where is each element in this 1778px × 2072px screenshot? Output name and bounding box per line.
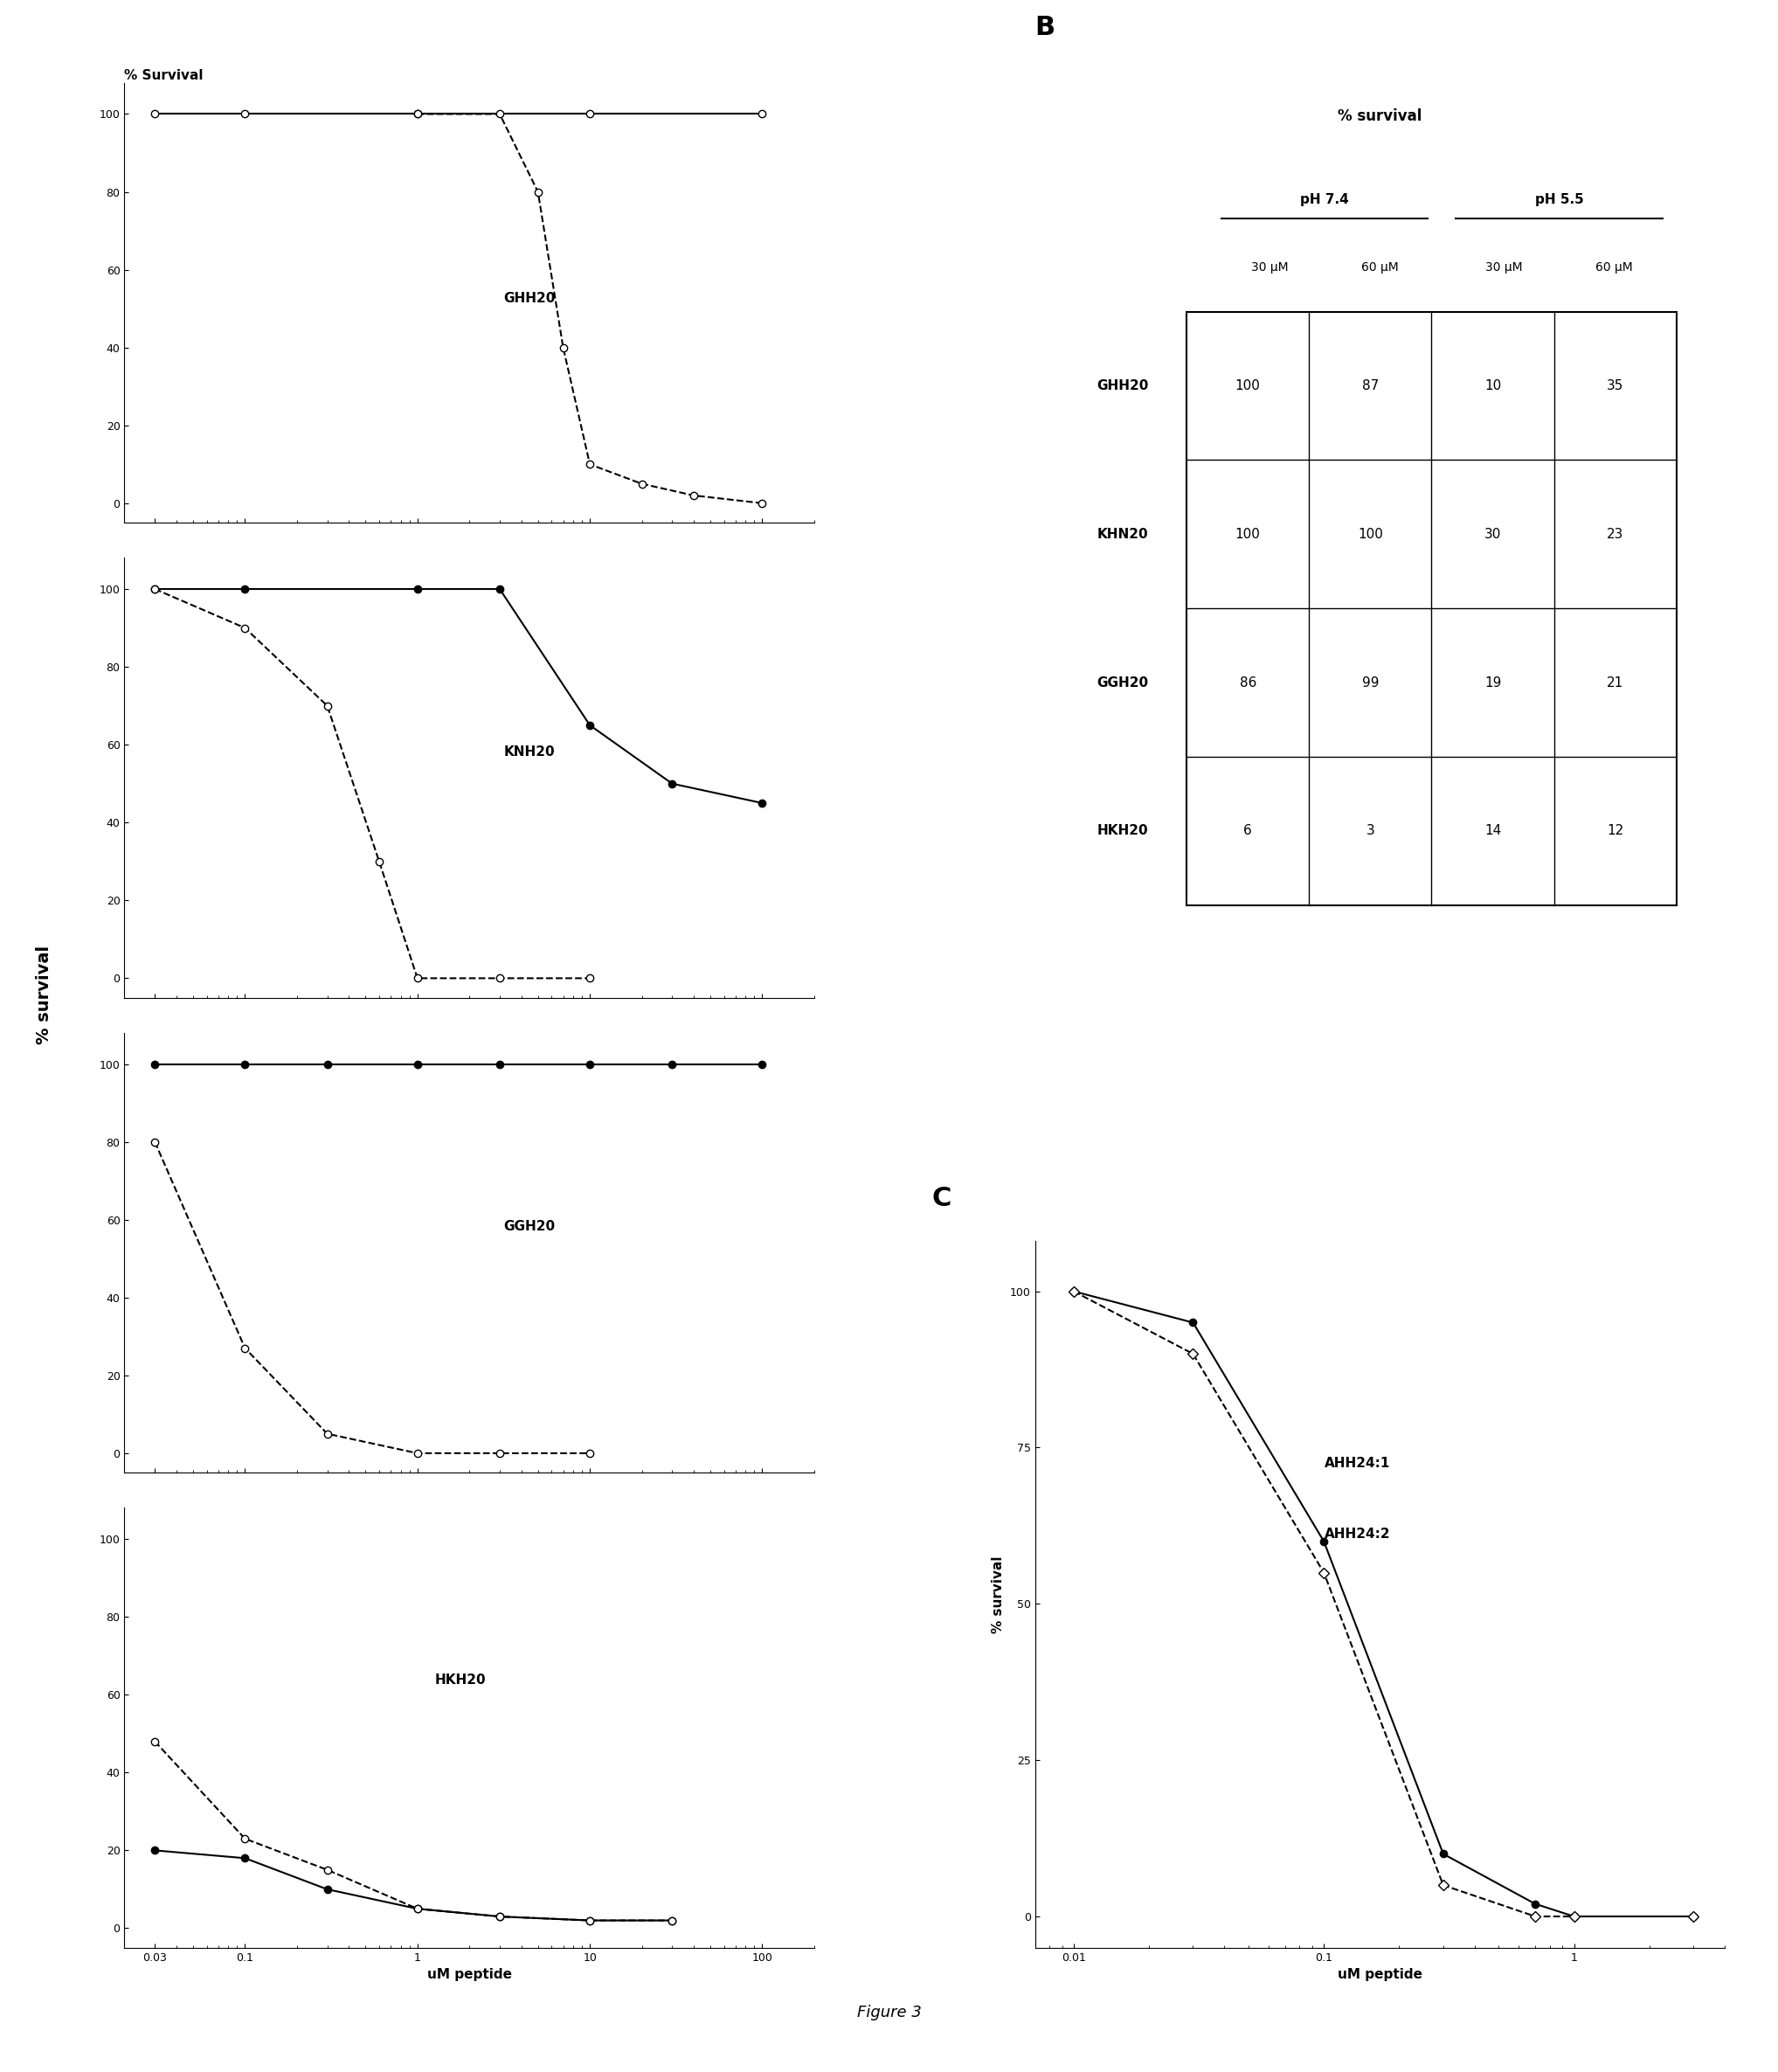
Text: GHH20: GHH20 <box>503 292 557 305</box>
Text: % Survival: % Survival <box>124 68 203 83</box>
Text: GHH20: GHH20 <box>1097 379 1149 392</box>
Text: 10: 10 <box>1485 379 1501 392</box>
Text: pH 7.4: pH 7.4 <box>1300 193 1350 207</box>
Text: 14: 14 <box>1485 825 1501 837</box>
Text: Figure 3: Figure 3 <box>857 2004 921 2020</box>
Text: 60 μM: 60 μM <box>1362 261 1399 274</box>
Text: 23: 23 <box>1607 528 1623 541</box>
Text: B: B <box>1035 15 1054 41</box>
Bar <box>1186 311 1677 905</box>
X-axis label: uM peptide: uM peptide <box>1337 1968 1422 1981</box>
Text: 35: 35 <box>1607 379 1623 392</box>
Text: AHH24:1: AHH24:1 <box>1325 1457 1390 1469</box>
Text: 30 μM: 30 μM <box>1250 261 1287 274</box>
Y-axis label: % survival: % survival <box>992 1556 1005 1633</box>
Text: 87: 87 <box>1362 379 1378 392</box>
Text: GGH20: GGH20 <box>1097 675 1149 690</box>
Text: HKH20: HKH20 <box>436 1674 485 1687</box>
Text: 19: 19 <box>1485 675 1501 690</box>
Text: C: C <box>932 1185 951 1212</box>
Text: % survival: % survival <box>1337 108 1422 124</box>
Text: 30: 30 <box>1485 528 1501 541</box>
Text: KNH20: KNH20 <box>503 746 555 758</box>
Text: 99: 99 <box>1362 675 1378 690</box>
Text: 3: 3 <box>1366 825 1374 837</box>
Text: 100: 100 <box>1358 528 1383 541</box>
Text: KHN20: KHN20 <box>1097 528 1149 541</box>
Text: 30 μM: 30 μM <box>1485 261 1522 274</box>
Text: HKH20: HKH20 <box>1097 825 1149 837</box>
Text: 60 μM: 60 μM <box>1595 261 1632 274</box>
Text: 21: 21 <box>1607 675 1623 690</box>
Text: AHH24:2: AHH24:2 <box>1325 1527 1390 1542</box>
Text: 100: 100 <box>1236 379 1261 392</box>
Text: 6: 6 <box>1243 825 1252 837</box>
Text: 100: 100 <box>1236 528 1261 541</box>
Text: GGH20: GGH20 <box>503 1220 555 1233</box>
Text: 12: 12 <box>1607 825 1623 837</box>
X-axis label: uM peptide: uM peptide <box>427 1968 512 1981</box>
Text: % survival: % survival <box>36 945 53 1044</box>
Text: 86: 86 <box>1239 675 1257 690</box>
Text: pH 5.5: pH 5.5 <box>1534 193 1584 207</box>
